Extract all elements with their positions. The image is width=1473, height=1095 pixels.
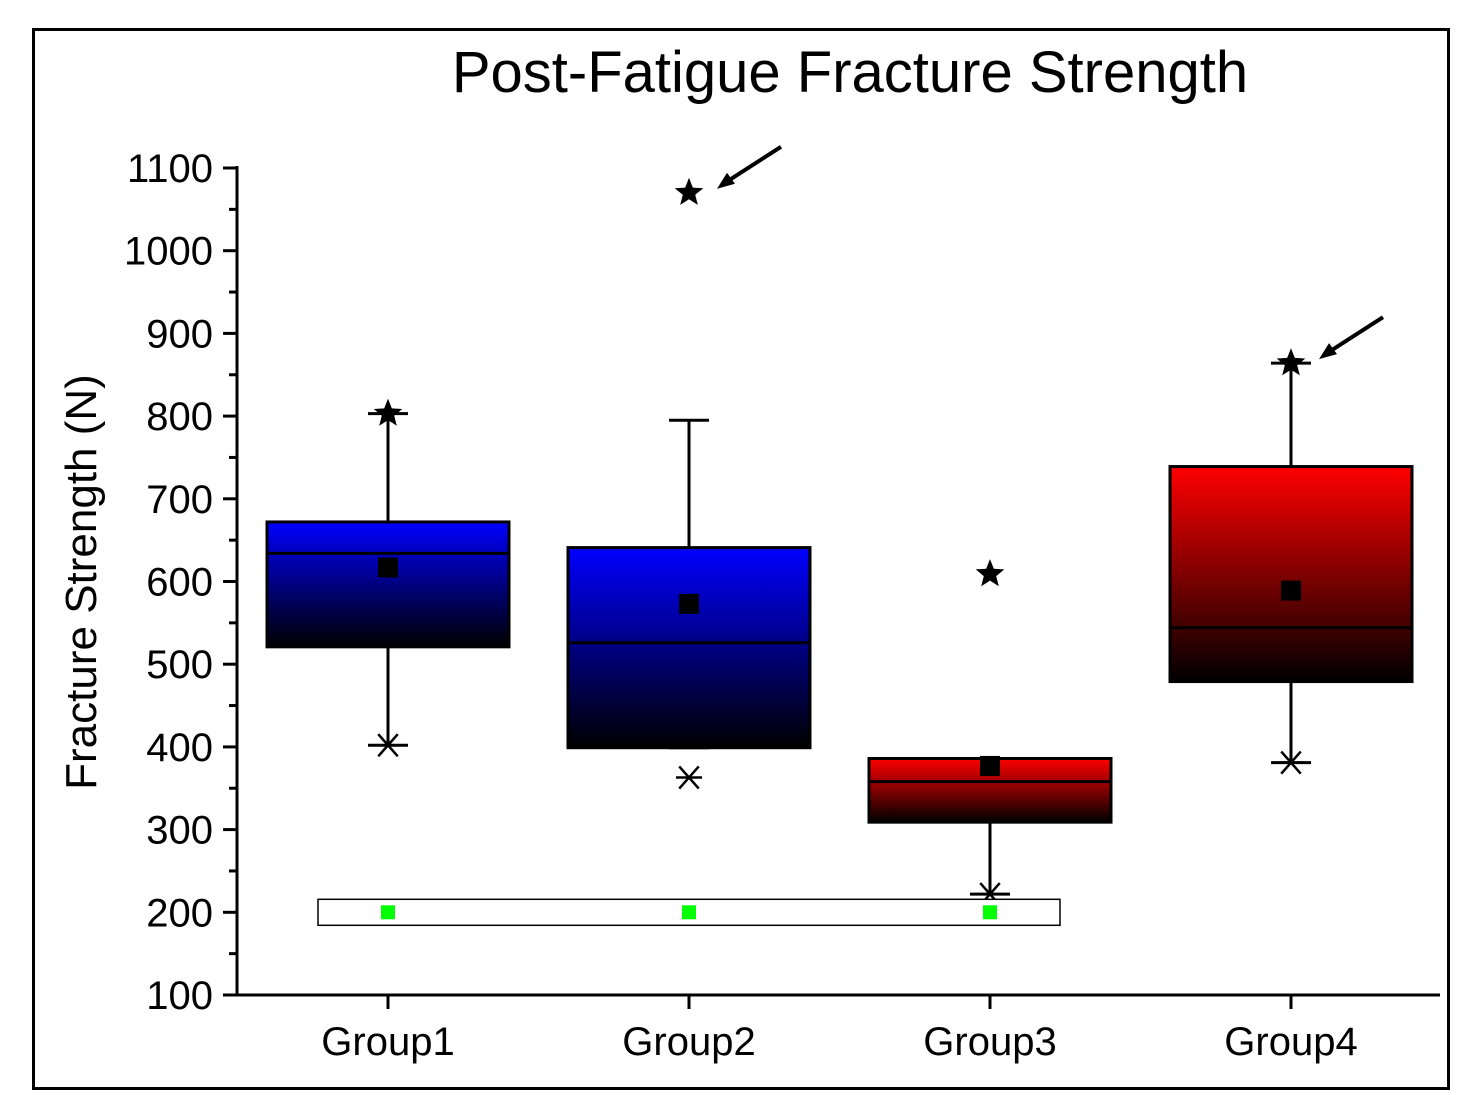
iqr-box xyxy=(1168,465,1414,684)
box-series xyxy=(265,145,1414,906)
box-group4 xyxy=(1168,315,1414,775)
y-tick-label: 600 xyxy=(146,561,213,605)
mean-marker xyxy=(1281,580,1301,601)
box-group3 xyxy=(867,559,1113,906)
y-tick-label: 400 xyxy=(146,726,213,770)
x-tick-label: Group2 xyxy=(622,1020,755,1064)
min-marker xyxy=(1278,750,1304,775)
x-tick-label: Group4 xyxy=(1224,1020,1357,1064)
y-tick-label: 1000 xyxy=(124,230,213,274)
y-tick-label: 700 xyxy=(146,478,213,522)
max-marker xyxy=(674,177,704,205)
iqr-box xyxy=(566,546,812,750)
flag-arrow-head xyxy=(717,172,735,189)
box-group2 xyxy=(566,145,812,790)
y-ticks: 100 200 300 400 500 600 700 800 900 1000 1100 xyxy=(124,147,237,1018)
mean-marker xyxy=(378,557,398,578)
x-tick-labels: Group1 Group2 Group3 Group4 xyxy=(321,995,1358,1064)
y-tick-label: 500 xyxy=(146,643,213,687)
green-marker xyxy=(983,905,997,920)
flag-arrow-head xyxy=(1319,343,1337,360)
y-tick-label: 100 xyxy=(146,974,213,1018)
y-axis-label: Fracture Strength (N) xyxy=(57,374,106,790)
min-marker xyxy=(676,765,702,790)
mean-marker xyxy=(980,755,1000,776)
flag-arrow-shaft xyxy=(1325,315,1385,355)
max-marker xyxy=(975,559,1005,587)
y-tick-label: 300 xyxy=(146,809,213,853)
y-tick-label: 900 xyxy=(146,312,213,356)
y-tick-label: 200 xyxy=(146,891,213,935)
marker-strip xyxy=(317,898,1061,927)
y-tick-label: 1100 xyxy=(127,147,213,191)
min-marker xyxy=(375,733,401,758)
max-marker xyxy=(1276,348,1306,376)
box-group1 xyxy=(265,398,511,758)
flag-arrow-shaft xyxy=(723,145,783,185)
green-marker xyxy=(682,905,696,920)
max-marker xyxy=(373,398,403,426)
x-tick-label: Group3 xyxy=(923,1020,1056,1064)
min-marker-stroke xyxy=(678,765,700,790)
x-tick-label: Group1 xyxy=(321,1020,454,1064)
iqr-box xyxy=(265,520,511,649)
min-marker-stroke xyxy=(1280,750,1302,775)
min-marker-stroke xyxy=(377,733,399,758)
chart-title: Post-Fatigue Fracture Strength xyxy=(452,40,1248,105)
mean-marker xyxy=(679,593,699,614)
green-marker xyxy=(381,905,395,920)
y-tick-label: 800 xyxy=(146,395,213,439)
